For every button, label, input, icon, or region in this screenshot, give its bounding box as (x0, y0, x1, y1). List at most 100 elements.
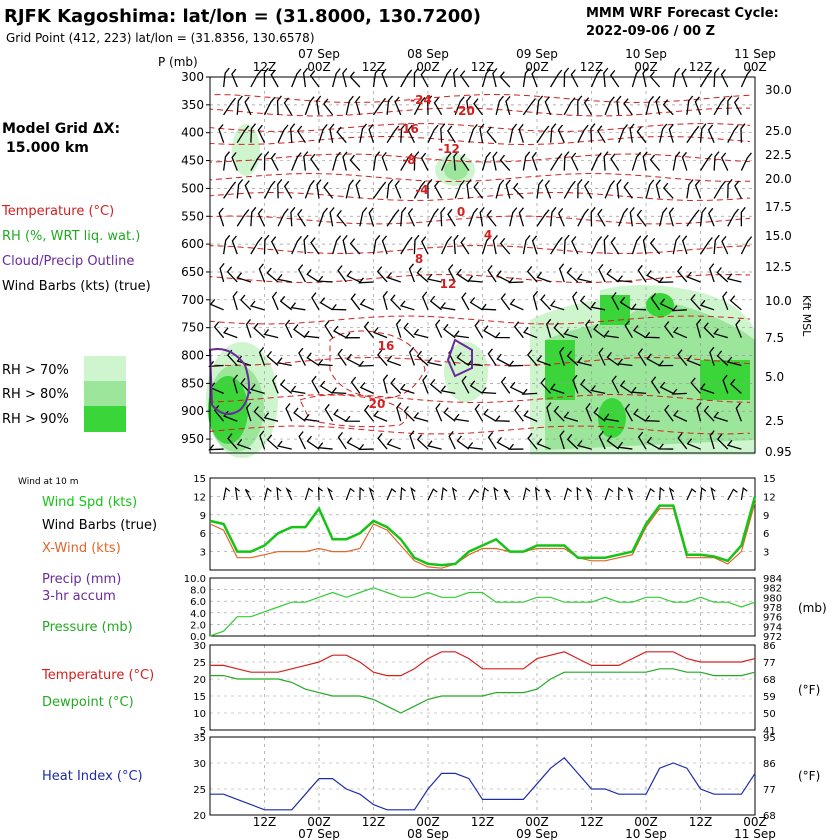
upper-wind-barb (690, 294, 701, 311)
surface-wind-barb (699, 486, 707, 501)
right-tick-label: 59 (763, 692, 776, 703)
upper-wind-barb (633, 408, 647, 422)
upper-wind-barb (266, 434, 279, 450)
upper-wind-barb (306, 352, 320, 367)
upper-wind-barb (603, 151, 609, 171)
temperature-contour (209, 315, 751, 325)
upper-wind-barb (576, 440, 592, 450)
upper-wind-barb (522, 151, 531, 171)
upper-wind-barb (646, 436, 660, 450)
upper-wind-barb (408, 346, 415, 366)
upper-wind-barb (509, 298, 524, 311)
upper-wind-barb (350, 293, 361, 311)
upper-wind-barb (277, 208, 289, 227)
upper-wind-barb (245, 318, 252, 338)
upper-wind-barb (709, 346, 715, 366)
upper-wind-barb (713, 67, 720, 88)
temperature-contour (209, 172, 751, 183)
temperature-contour (209, 135, 751, 146)
upper-wind-barb (355, 179, 361, 199)
upper-wind-barb (508, 360, 524, 367)
upper-wind-barb (487, 348, 497, 366)
upper-wind-barb (526, 266, 538, 283)
upper-wind-barb (333, 325, 347, 339)
upper-wind-barb (266, 267, 279, 283)
upper-wind-barb (668, 123, 674, 143)
upper-wind-barb (558, 263, 565, 283)
upper-wind-barb (349, 238, 361, 255)
upper-wind-barb (549, 300, 565, 311)
bottom-time-label: 00Z (525, 815, 549, 829)
panel-temp: 30 25 20 15 10 5 86 77 68 59 50 41 (193, 641, 775, 737)
cloud-outline (208, 338, 473, 415)
upper-wind-barb (403, 405, 415, 422)
height-tick-label: 0.95 (765, 445, 792, 459)
upper-wind-barb (298, 431, 306, 450)
surface-wind-barb (604, 487, 614, 501)
upper-wind-barb (694, 96, 702, 116)
upper-wind-barb (577, 124, 589, 143)
upper-wind-barb (466, 95, 472, 115)
height-tick-label: 25.0 (765, 124, 792, 138)
upper-wind-barb (644, 415, 660, 422)
upper-wind-barb (344, 332, 360, 339)
upper-wind-barb (381, 151, 388, 171)
upper-wind-barb (536, 271, 551, 283)
upper-wind-barb (349, 71, 361, 88)
upper-wind-barb (577, 178, 583, 199)
upper-wind-barb (363, 321, 375, 339)
upper-wind-barb (619, 296, 633, 311)
upper-wind-barb (611, 292, 620, 311)
upper-wind-barb (223, 97, 236, 116)
upper-wind-barb (253, 322, 265, 339)
upper-wind-barb (302, 67, 309, 88)
upper-wind-barb (590, 123, 596, 143)
upper-wind-barb (585, 319, 593, 338)
upper-wind-barb (514, 404, 524, 422)
upper-wind-barb (522, 234, 531, 255)
upper-wind-barb (508, 443, 524, 450)
upper-wind-barb (496, 353, 511, 367)
upper-wind-barb (222, 67, 230, 88)
upper-wind-barb (686, 438, 701, 450)
upper-wind-barb (696, 318, 702, 338)
wind-speed-line (209, 496, 757, 567)
right-tick-label: 6 (763, 529, 769, 540)
upper-wind-barb (236, 438, 252, 450)
upper-wind-barb (604, 180, 616, 199)
upper-wind-barb (492, 67, 498, 88)
right-tick-label: 982 (763, 584, 782, 595)
upper-wind-barb (572, 374, 579, 394)
right-tick-label: 976 (763, 613, 782, 624)
upper-wind-barb (686, 95, 694, 115)
upper-wind-barb (441, 68, 452, 88)
upper-wind-barb (377, 432, 388, 450)
upper-wind-barb (429, 378, 443, 394)
upper-wind-barb (213, 404, 225, 422)
left-tick-label: 0.0 (190, 632, 206, 643)
upper-wind-barb (531, 68, 538, 88)
surface-wind-barb (223, 487, 231, 501)
upper-wind-barb (443, 407, 456, 422)
surface-wind-barb (545, 488, 552, 501)
upper-wind-barb (468, 207, 479, 227)
upper-wind-barb (486, 209, 497, 227)
upper-wind-barb (637, 431, 647, 450)
upper-wind-barb (566, 350, 579, 366)
upper-wind-barb (686, 125, 700, 144)
height-tick-label: 20.0 (765, 172, 792, 186)
upper-wind-barb (329, 207, 335, 227)
upper-wind-barb (532, 290, 539, 310)
upper-wind-barb (359, 298, 374, 311)
upper-wind-barb (323, 181, 334, 199)
upper-wind-barb (373, 410, 388, 422)
upper-wind-barb (400, 236, 413, 255)
upper-wind-barb (331, 151, 341, 171)
right-tick-label: 86 (763, 759, 776, 770)
upper-wind-barb (531, 151, 538, 171)
upper-wind-barb (285, 403, 293, 422)
upper-wind-barb (440, 206, 446, 227)
panel-heat: 35 30 25 20 95 86 77 68 (193, 733, 775, 822)
